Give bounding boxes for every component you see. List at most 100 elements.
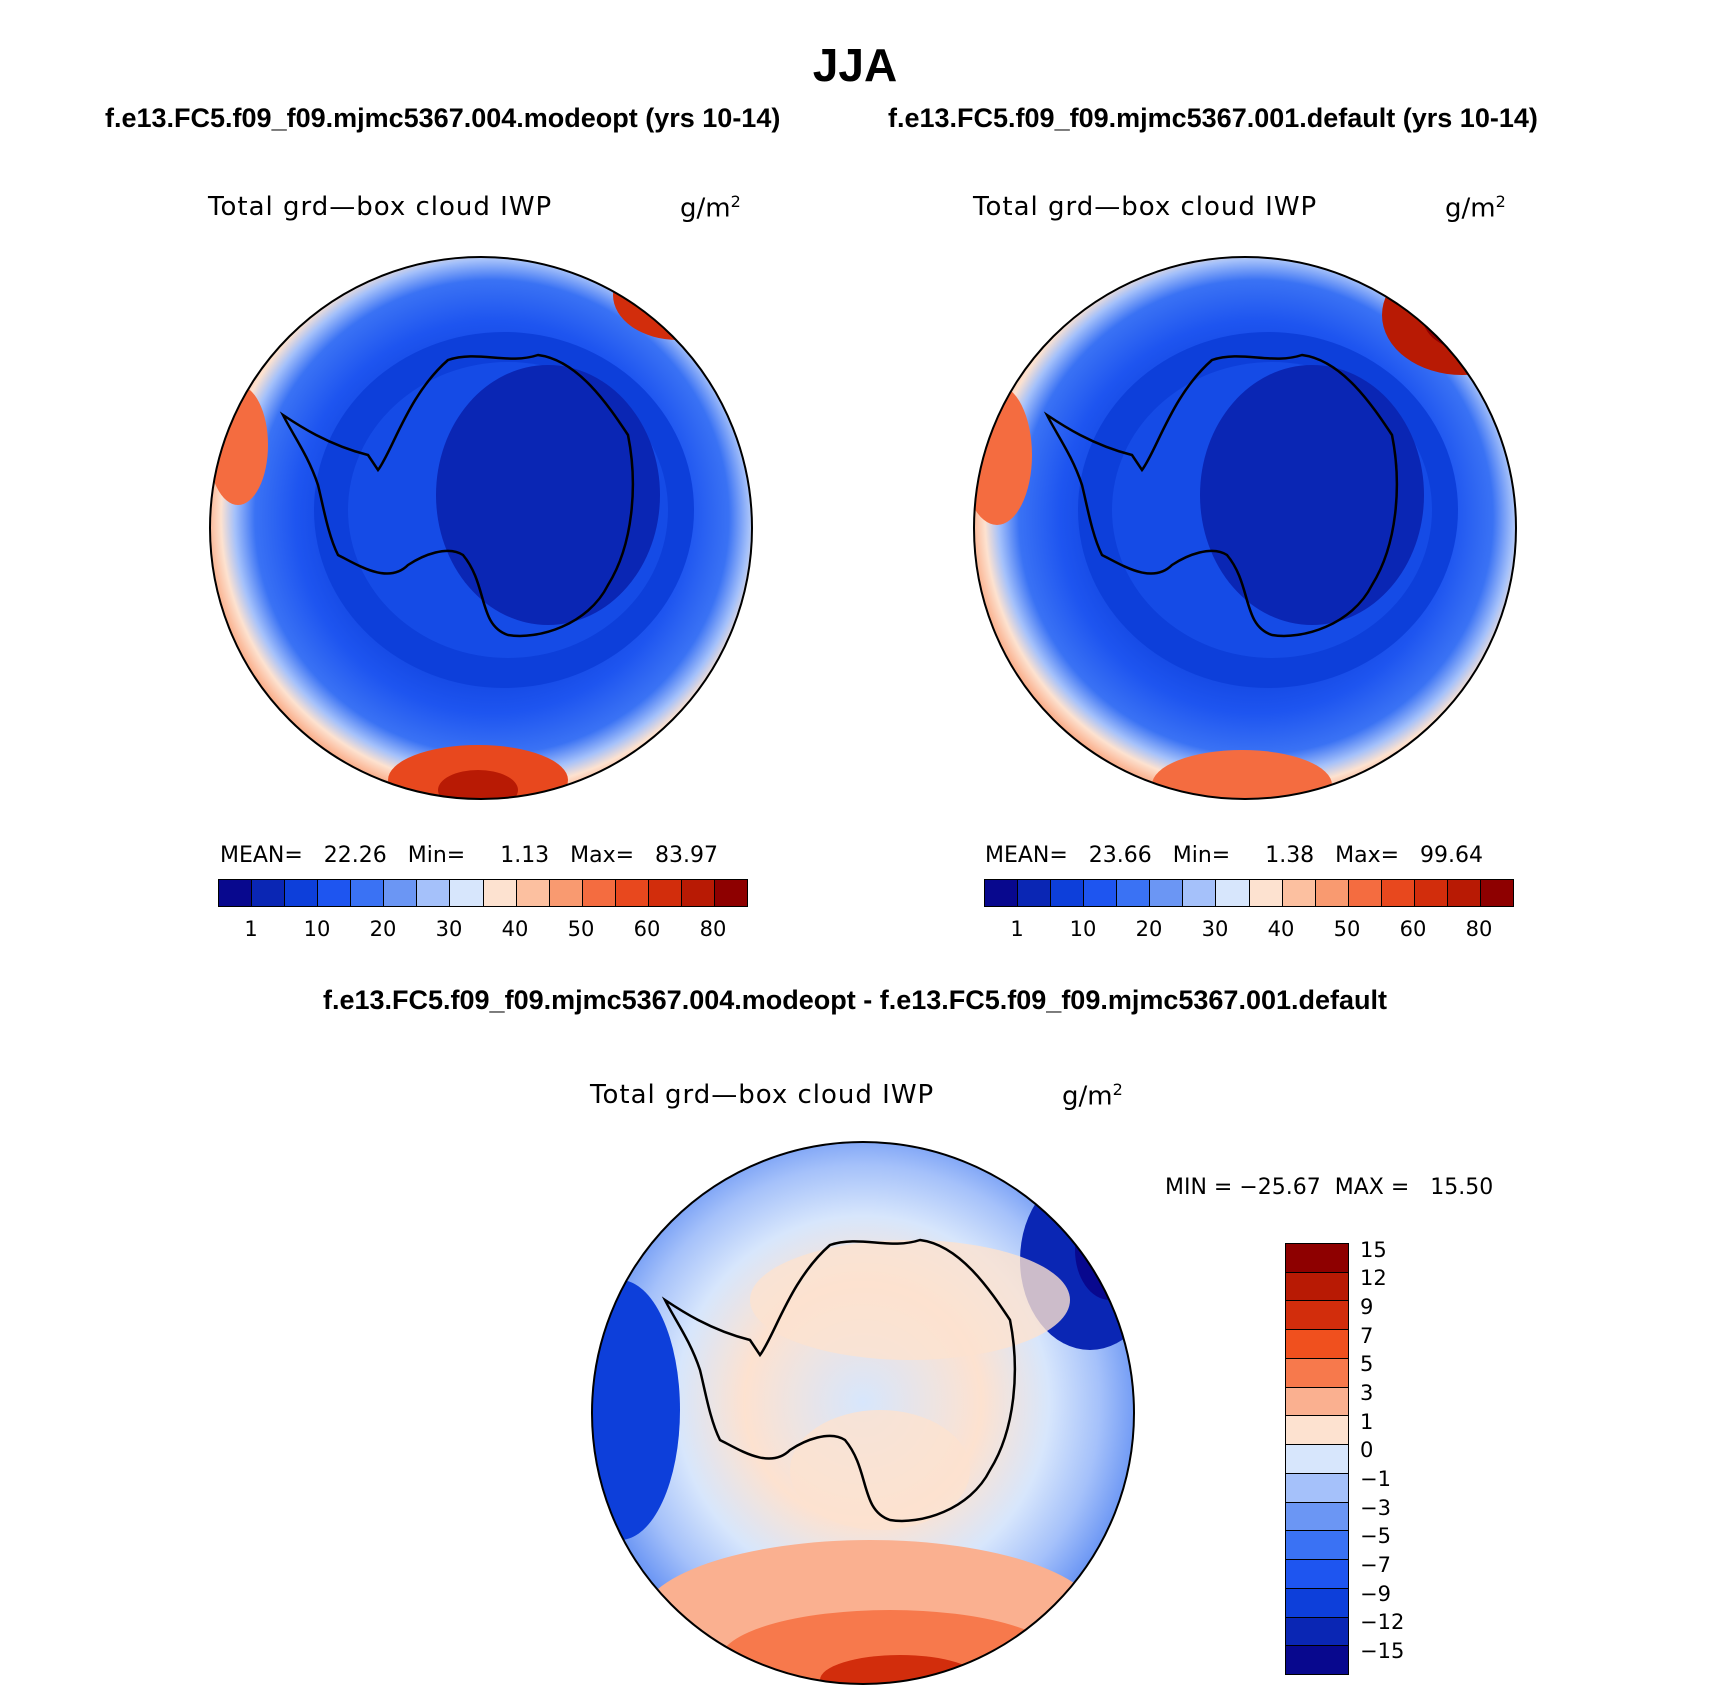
right-stats: MEAN= 23.66 Min= 1.38 Max= 99.64 <box>985 843 1484 868</box>
colorbar-box <box>1286 1646 1348 1675</box>
colorbar-box <box>252 880 286 906</box>
colorbar-tick-label: 7 <box>1360 1323 1374 1348</box>
colorbar-tick-label: 10 <box>303 917 331 941</box>
difference-variable-name: Total grd—box cloud IWP <box>590 1080 935 1110</box>
difference-colorbar-ticks: 15 12 9 7 5 3 1 0 −1 −3 −5 −7 −9 −12 −15 <box>1360 1238 1480 1673</box>
colorbar-box <box>219 880 253 906</box>
colorbar-tick-label: 1 <box>1010 917 1024 941</box>
colorbar-box <box>1150 880 1184 906</box>
colorbar-tick-label: 50 <box>1333 917 1361 941</box>
colorbar-tick-label: 1 <box>244 917 258 941</box>
colorbar-box <box>1315 880 1349 906</box>
colorbar-box <box>1286 1445 1348 1474</box>
colorbar-box <box>1249 880 1283 906</box>
right-variable-name: Total grd—box cloud IWP <box>973 192 1318 222</box>
difference-units: g/m2 <box>1062 1080 1123 1112</box>
left-stats: MEAN= 22.26 Min= 1.13 Max= 83.97 <box>220 843 719 868</box>
colorbar-tick-label: −5 <box>1360 1524 1391 1549</box>
left-polar-map <box>209 256 753 800</box>
colorbar-box <box>516 880 550 906</box>
colorbar-box <box>1286 1560 1348 1589</box>
colorbar-box <box>384 880 418 906</box>
colorbar-tick-label: −12 <box>1360 1610 1405 1635</box>
right-panel-run-title: f.e13.FC5.f09_f09.mjmc5367.001.default (… <box>888 103 1538 133</box>
difference-polar-map <box>591 1141 1135 1685</box>
colorbar-box <box>1018 880 1052 906</box>
difference-colorbar <box>1285 1243 1349 1675</box>
colorbar-box <box>1286 1330 1348 1359</box>
colorbar-tick-label: 40 <box>501 917 529 941</box>
colorbar-box <box>1480 880 1513 906</box>
colorbar-tick-label: 50 <box>567 917 595 941</box>
colorbar-box <box>1286 1416 1348 1446</box>
difference-title: f.e13.FC5.f09_f09.mjmc5367.004.modeopt -… <box>322 985 1387 1015</box>
colorbar-tick-label: 60 <box>1399 917 1427 941</box>
colorbar-box <box>1051 880 1085 906</box>
colorbar-tick-label: 80 <box>699 917 727 941</box>
colorbar-tick-label: 5 <box>1360 1352 1374 1377</box>
colorbar-box <box>1286 1387 1348 1417</box>
colorbar-box <box>1286 1617 1348 1647</box>
left-panel-run-title: f.e13.FC5.f09_f09.mjmc5367.004.modeopt (… <box>105 103 781 133</box>
colorbar-box <box>1117 880 1151 906</box>
left-units: g/m2 <box>680 192 741 224</box>
colorbar-tick-label: 12 <box>1360 1266 1387 1291</box>
right-colorbar-ticks: 1 10 20 30 40 50 60 80 <box>984 917 1512 947</box>
colorbar-box <box>1447 880 1481 906</box>
colorbar-tick-label: −3 <box>1360 1495 1391 1520</box>
colorbar-box <box>985 880 1019 906</box>
colorbar-box <box>1286 1272 1348 1302</box>
colorbar-box <box>1286 1531 1348 1561</box>
colorbar-box <box>1216 880 1250 906</box>
colorbar-box <box>483 880 517 906</box>
colorbar-box <box>1286 1358 1348 1388</box>
colorbar-tick-label: 30 <box>435 917 463 941</box>
left-colorbar-ticks: 1 10 20 30 40 50 60 80 <box>218 917 746 947</box>
colorbar-tick-label: 20 <box>1135 917 1163 941</box>
colorbar-box <box>1286 1588 1348 1618</box>
left-variable-name: Total grd—box cloud IWP <box>208 192 553 222</box>
colorbar-box <box>351 880 385 906</box>
colorbar-box <box>1286 1301 1348 1331</box>
colorbar-box <box>417 880 451 906</box>
right-colorbar <box>984 879 1514 907</box>
colorbar-box <box>714 880 747 906</box>
colorbar-box <box>1286 1244 1348 1273</box>
difference-minmax: MIN = −25.67 MAX = 15.50 <box>1165 1175 1494 1200</box>
colorbar-box <box>1084 880 1118 906</box>
colorbar-tick-label: 30 <box>1201 917 1229 941</box>
colorbar-box <box>549 880 583 906</box>
colorbar-tick-label: 1 <box>1360 1409 1374 1434</box>
colorbar-box <box>285 880 319 906</box>
colorbar-tick-label: −7 <box>1360 1553 1391 1577</box>
colorbar-box <box>1183 880 1217 906</box>
colorbar-box <box>582 880 616 906</box>
left-colorbar <box>218 879 748 907</box>
figure-title: JJA <box>812 39 898 91</box>
right-units: g/m2 <box>1445 192 1506 224</box>
colorbar-box <box>1286 1473 1348 1503</box>
colorbar-tick-label: −15 <box>1360 1639 1405 1663</box>
colorbar-tick-label: 0 <box>1360 1438 1374 1463</box>
colorbar-box <box>648 880 682 906</box>
colorbar-tick-label: 20 <box>369 917 397 941</box>
colorbar-box <box>1381 880 1415 906</box>
colorbar-tick-label: 60 <box>633 917 661 941</box>
right-polar-map <box>973 256 1517 800</box>
colorbar-box <box>1414 880 1448 906</box>
colorbar-box <box>681 880 715 906</box>
colorbar-box <box>318 880 352 906</box>
colorbar-box <box>1282 880 1316 906</box>
colorbar-tick-label: 80 <box>1465 917 1493 941</box>
colorbar-box <box>1286 1502 1348 1532</box>
colorbar-tick-label: −1 <box>1360 1467 1391 1491</box>
colorbar-tick-label: 15 <box>1360 1237 1387 1262</box>
colorbar-tick-label: 40 <box>1267 917 1295 941</box>
colorbar-box <box>450 880 484 906</box>
colorbar-tick-label: 3 <box>1360 1381 1374 1405</box>
colorbar-tick-label: 9 <box>1360 1295 1374 1319</box>
colorbar-box <box>615 880 649 906</box>
colorbar-tick-label: 10 <box>1069 917 1097 941</box>
colorbar-box <box>1348 880 1382 906</box>
colorbar-tick-label: −9 <box>1360 1581 1391 1606</box>
